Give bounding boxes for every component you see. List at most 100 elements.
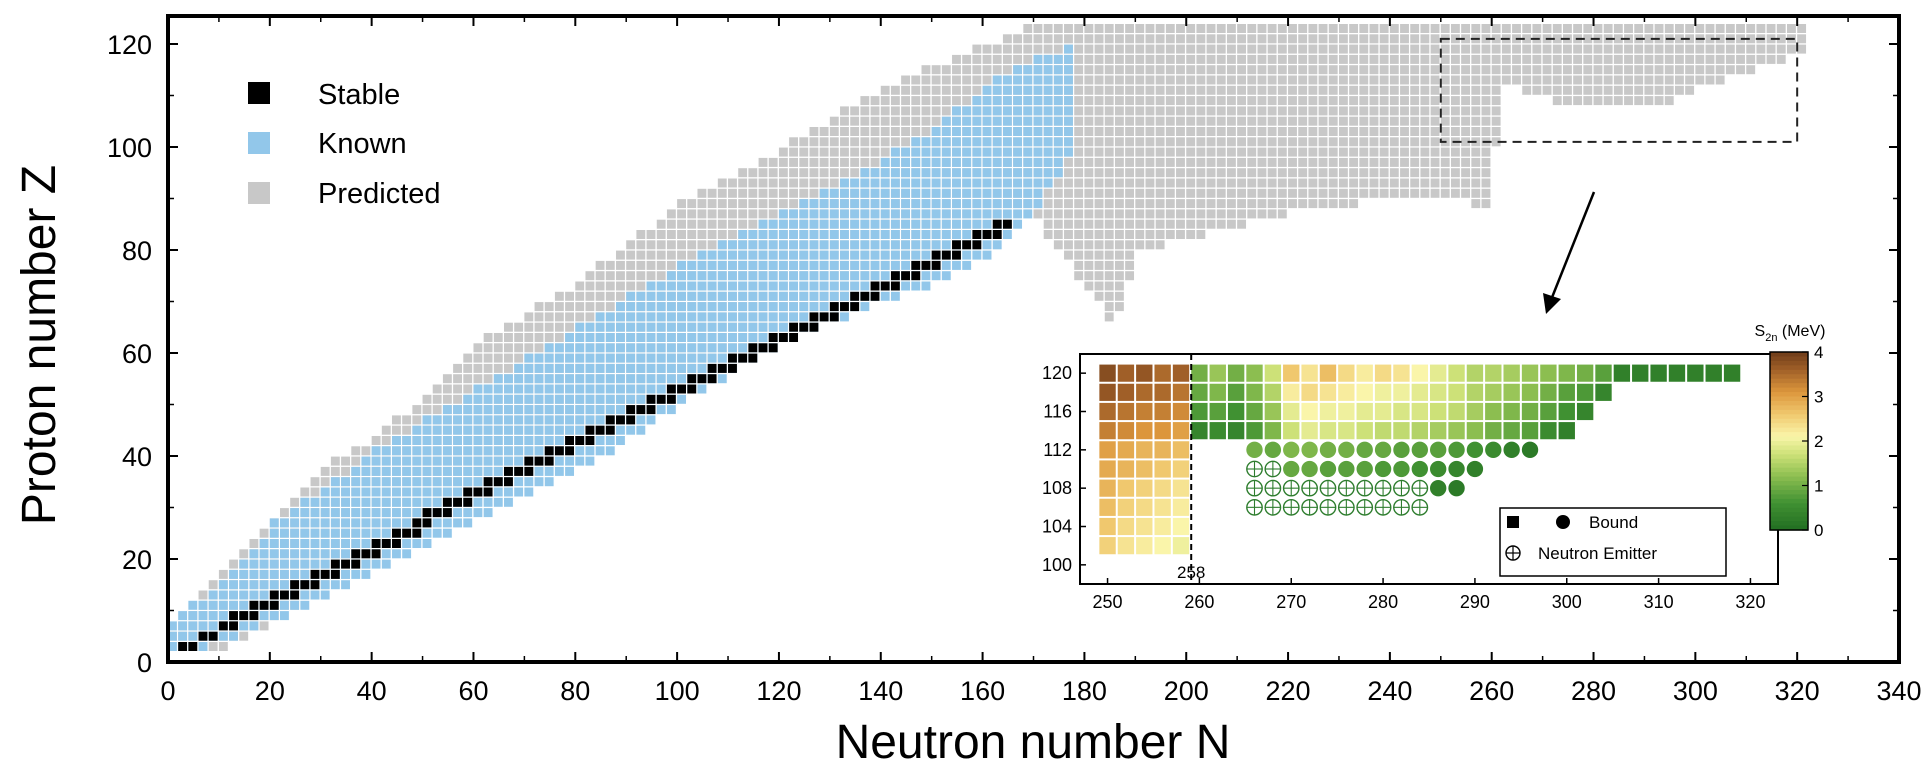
- predicted-cell: [1318, 168, 1328, 178]
- predicted-cell: [1389, 116, 1399, 126]
- x-tick-label: 100: [655, 676, 700, 706]
- known-cell: [992, 85, 1002, 95]
- predicted-cell: [1074, 250, 1084, 260]
- predicted-cell: [1257, 96, 1267, 106]
- predicted-cell: [931, 96, 941, 106]
- stable-cell: [218, 621, 228, 631]
- predicted-cell: [992, 54, 1002, 64]
- predicted-cell: [1216, 178, 1226, 188]
- predicted-cell: [1705, 24, 1715, 33]
- predicted-cell: [921, 127, 931, 136]
- predicted-cell: [1165, 106, 1175, 116]
- x-tick-label: 280: [1571, 676, 1616, 706]
- predicted-cell: [1552, 24, 1562, 33]
- predicted-cell: [1053, 24, 1063, 33]
- predicted-cell: [1094, 96, 1104, 106]
- known-cell: [626, 333, 636, 342]
- known-cell: [504, 456, 513, 466]
- predicted-cell: [1176, 157, 1185, 167]
- predicted-cell: [1104, 85, 1114, 95]
- predicted-cell: [1593, 85, 1603, 95]
- known-cell: [565, 456, 574, 466]
- known-cell: [931, 157, 941, 167]
- known-cell: [738, 250, 748, 260]
- known-cell: [1033, 199, 1043, 209]
- known-cell: [554, 405, 564, 415]
- bound-square: [1117, 383, 1135, 401]
- colorbar-step: [1770, 521, 1808, 527]
- predicted-cell: [1277, 34, 1287, 44]
- predicted-cell: [1125, 34, 1135, 44]
- known-cell: [870, 240, 880, 250]
- known-cell: [952, 199, 961, 209]
- known-cell: [758, 312, 768, 322]
- known-cell: [493, 446, 503, 456]
- known-cell: [1013, 178, 1023, 188]
- known-cell: [646, 415, 656, 425]
- predicted-cell: [1196, 178, 1206, 188]
- stable-cell: [972, 240, 982, 250]
- predicted-cell: [829, 168, 839, 178]
- predicted-cell: [1277, 157, 1287, 167]
- stable-cell: [880, 281, 890, 291]
- known-cell: [1023, 137, 1033, 147]
- predicted-cell: [1114, 260, 1124, 270]
- predicted-cell: [1481, 106, 1491, 116]
- predicted-cell: [1308, 199, 1318, 209]
- known-cell: [860, 209, 870, 219]
- predicted-cell: [1186, 178, 1196, 188]
- known-cell: [381, 508, 391, 518]
- predicted-cell: [789, 157, 799, 167]
- predicted-cell: [1043, 230, 1053, 239]
- known-cell: [1053, 96, 1063, 106]
- known-cell: [931, 147, 941, 157]
- predicted-cell: [1736, 54, 1745, 64]
- predicted-cell: [1226, 137, 1236, 147]
- known-cell: [514, 487, 524, 497]
- known-cell: [697, 250, 707, 260]
- predicted-cell: [1176, 209, 1185, 219]
- known-cell: [1013, 219, 1023, 229]
- known-cell: [1043, 85, 1053, 95]
- known-cell: [351, 569, 361, 579]
- predicted-cell: [1725, 65, 1735, 75]
- bound-square: [1632, 364, 1649, 382]
- known-cell: [972, 157, 982, 167]
- predicted-cell: [1430, 85, 1440, 95]
- known-cell: [677, 291, 686, 301]
- predicted-cell: [1074, 271, 1084, 281]
- known-cell: [626, 363, 636, 373]
- stable-cell: [687, 374, 697, 384]
- known-cell: [789, 230, 799, 239]
- x-tick-label: 160: [960, 676, 1005, 706]
- known-cell: [941, 116, 951, 126]
- stable-cell: [982, 230, 992, 239]
- stable-cell: [962, 240, 972, 250]
- known-cell: [697, 302, 707, 312]
- predicted-cell: [1125, 44, 1135, 54]
- predicted-cell: [890, 106, 900, 116]
- stable-cell: [952, 240, 961, 250]
- known-cell: [941, 240, 951, 250]
- predicted-cell: [1674, 44, 1684, 54]
- known-cell: [290, 518, 300, 528]
- known-cell: [819, 230, 829, 239]
- predicted-cell: [1369, 188, 1379, 198]
- known-cell: [717, 374, 727, 384]
- predicted-cell: [1542, 24, 1552, 33]
- predicted-cell: [1450, 168, 1460, 178]
- predicted-cell: [575, 281, 585, 291]
- bound-square: [1117, 422, 1135, 440]
- colorbar-step: [1770, 445, 1808, 451]
- bound-circle: [1485, 441, 1502, 459]
- known-cell: [992, 106, 1002, 116]
- known-cell: [697, 353, 707, 363]
- known-cell: [921, 188, 931, 198]
- known-cell: [890, 147, 900, 157]
- stable-cell: [259, 600, 269, 610]
- known-cell: [330, 549, 340, 559]
- known-cell: [952, 260, 961, 270]
- predicted-cell: [1257, 188, 1267, 198]
- known-cell: [483, 405, 493, 415]
- predicted-cell: [1104, 271, 1114, 281]
